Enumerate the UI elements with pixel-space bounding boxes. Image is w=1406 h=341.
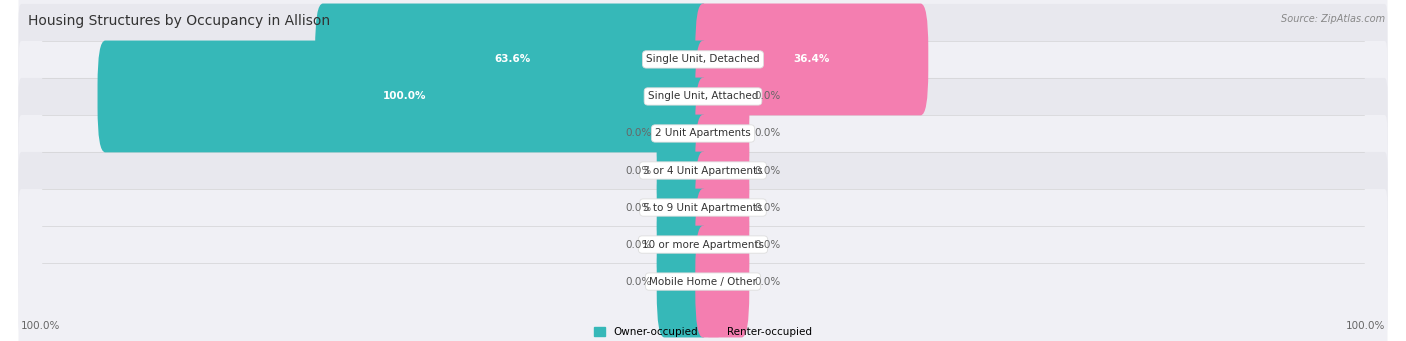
FancyBboxPatch shape [315,3,710,115]
Text: 10 or more Apartments: 10 or more Apartments [643,239,763,250]
Text: 36.4%: 36.4% [793,55,830,64]
Text: Single Unit, Attached: Single Unit, Attached [648,91,758,102]
Text: Housing Structures by Occupancy in Allison: Housing Structures by Occupancy in Allis… [28,14,330,28]
Text: 5 to 9 Unit Apartments: 5 to 9 Unit Apartments [644,203,762,212]
FancyBboxPatch shape [18,0,1388,152]
Text: 0.0%: 0.0% [626,165,651,176]
Text: 63.6%: 63.6% [495,55,531,64]
FancyBboxPatch shape [657,152,710,264]
FancyBboxPatch shape [696,226,749,338]
FancyBboxPatch shape [18,152,1388,337]
FancyBboxPatch shape [18,41,1388,226]
Text: 0.0%: 0.0% [755,91,780,102]
Text: 3 or 4 Unit Apartments: 3 or 4 Unit Apartments [643,165,763,176]
Text: 100.0%: 100.0% [382,91,426,102]
FancyBboxPatch shape [696,115,749,226]
Text: 2 Unit Apartments: 2 Unit Apartments [655,129,751,138]
Text: 0.0%: 0.0% [626,129,651,138]
Text: 100.0%: 100.0% [21,321,60,331]
FancyBboxPatch shape [657,226,710,338]
FancyBboxPatch shape [696,77,749,189]
FancyBboxPatch shape [657,77,710,189]
Text: 0.0%: 0.0% [626,203,651,212]
Text: 0.0%: 0.0% [626,239,651,250]
FancyBboxPatch shape [657,115,710,226]
Legend: Owner-occupied, Renter-occupied: Owner-occupied, Renter-occupied [591,323,815,341]
Text: Mobile Home / Other: Mobile Home / Other [650,277,756,286]
Text: Source: ZipAtlas.com: Source: ZipAtlas.com [1281,14,1385,24]
Text: 0.0%: 0.0% [755,277,780,286]
FancyBboxPatch shape [18,189,1388,341]
FancyBboxPatch shape [696,41,749,152]
FancyBboxPatch shape [18,4,1388,189]
Text: 100.0%: 100.0% [1346,321,1385,331]
Text: 0.0%: 0.0% [626,277,651,286]
FancyBboxPatch shape [696,189,749,300]
Text: 0.0%: 0.0% [755,203,780,212]
FancyBboxPatch shape [18,115,1388,300]
FancyBboxPatch shape [657,189,710,300]
Text: 0.0%: 0.0% [755,129,780,138]
Text: 0.0%: 0.0% [755,165,780,176]
Text: 0.0%: 0.0% [755,239,780,250]
FancyBboxPatch shape [97,41,710,152]
FancyBboxPatch shape [696,3,928,115]
FancyBboxPatch shape [696,152,749,264]
Text: Single Unit, Detached: Single Unit, Detached [647,55,759,64]
FancyBboxPatch shape [18,78,1388,263]
